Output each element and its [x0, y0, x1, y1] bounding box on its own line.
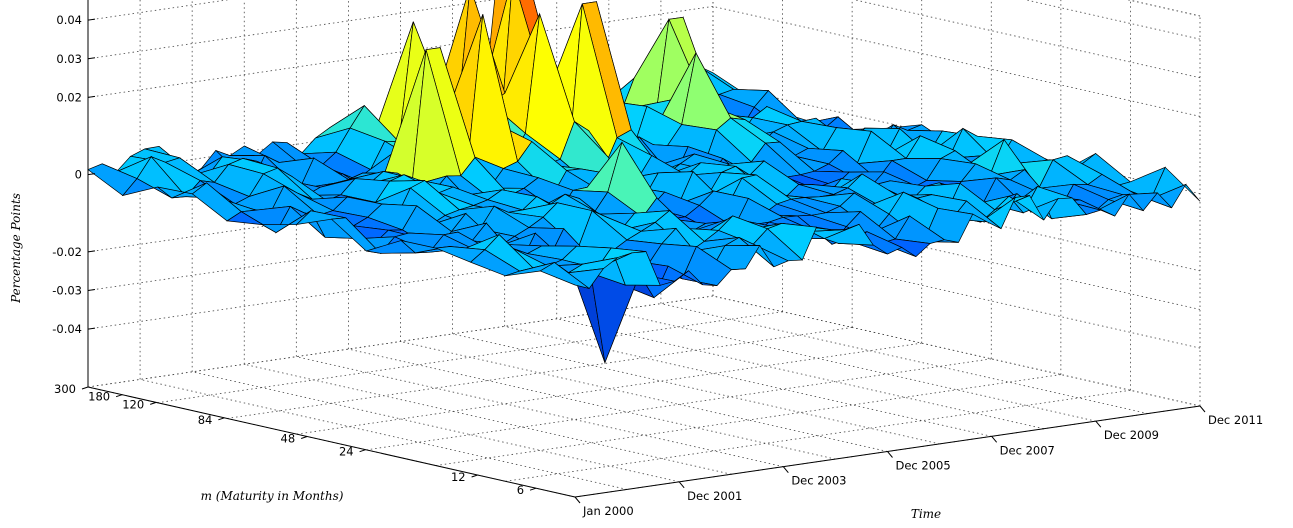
time-tick-label: Dec 2007: [1000, 443, 1055, 457]
maturity-tick-label: 180: [88, 390, 110, 404]
maturity-tick: [218, 417, 225, 421]
z-tick: [87, 95, 96, 98]
time-tick: [678, 481, 685, 489]
time-tick-label: Dec 2011: [1208, 413, 1263, 427]
axis-layer: 0.04 0.03 0.02 0 -0.02 -0.03 -0.04 Jan 2000 Dec …: [52, 0, 1263, 518]
maturity-tick-label: 84: [198, 413, 213, 427]
time-tick-label: Jan 2000: [582, 504, 634, 518]
floor-gridline: [435, 374, 1061, 466]
maturity-tick-label: 12: [451, 470, 466, 484]
z-axis-label: Percentage Points: [9, 193, 23, 304]
z-tick-label: 0.04: [56, 13, 82, 27]
floor-gridline: [505, 389, 1131, 482]
time-tick: [1095, 420, 1102, 428]
floor-gridline: [712, 295, 1201, 407]
floor-gridline: [157, 311, 783, 404]
maturity-tick-label: 120: [122, 397, 144, 411]
maturity-axis-label: m (Maturity in Months): [201, 489, 344, 503]
maturity-tick: [300, 436, 308, 439]
z-tick-label: 0.02: [56, 90, 82, 104]
floor-gridline: [87, 295, 714, 388]
surface-layer: [87, 0, 1201, 364]
maturity-tick-label: 48: [281, 432, 296, 446]
right-wall-gridline: [1024, 0, 1201, 40]
time-tick: [782, 466, 789, 473]
z-tick: [87, 18, 96, 21]
z-tick: [87, 173, 96, 176]
maturity-tick: [471, 474, 478, 478]
z-tick: [87, 288, 96, 291]
time-tick: [991, 436, 998, 443]
maturity-tick-label: 24: [339, 445, 354, 459]
z-tick-label: -0.02: [52, 245, 82, 259]
time-axis-label: Time: [911, 507, 941, 521]
time-tick-label: Dec 2001: [687, 489, 742, 503]
surface-patch: [539, 262, 590, 289]
maturity-tick: [359, 449, 366, 453]
z-tick-label: 0: [75, 168, 82, 182]
maturity-tick: [150, 401, 157, 405]
maturity-tick: [81, 386, 89, 390]
box-top-edge: [1127, 0, 1201, 17]
z-tick-label: 0.03: [56, 52, 82, 66]
time-tick: [574, 496, 581, 504]
maturity-tick-label: 300: [54, 382, 76, 396]
time-tick: [887, 451, 893, 458]
time-tick-label: Dec 2009: [1104, 428, 1159, 442]
back-wall-gridline: [87, 6, 714, 98]
floor-gridline: [296, 342, 922, 435]
maturity-tick: [115, 394, 123, 398]
maturity-tick-label: 6: [517, 483, 524, 497]
back-wall-gridline: [87, 237, 714, 330]
maturity-tick: [529, 487, 537, 491]
time-tick: [1199, 405, 1206, 413]
right-wall-gridline: [853, 0, 1201, 79]
floor-gridline: [227, 327, 853, 419]
time-tick-label: Dec 2003: [791, 474, 846, 488]
time-tick-label: Dec 2005: [896, 459, 951, 473]
z-tick: [87, 57, 96, 60]
z-tick: [87, 327, 96, 330]
surface-patch: [590, 272, 641, 364]
back-wall-gridline: [87, 0, 495, 60]
z-tick-label: -0.03: [52, 283, 82, 297]
floor-gridline: [366, 358, 992, 451]
z-tick: [87, 250, 96, 253]
z-tick-label: -0.04: [52, 322, 82, 336]
right-wall-gridline: [1127, 0, 1201, 17]
maturity-axis-line: [87, 386, 576, 498]
